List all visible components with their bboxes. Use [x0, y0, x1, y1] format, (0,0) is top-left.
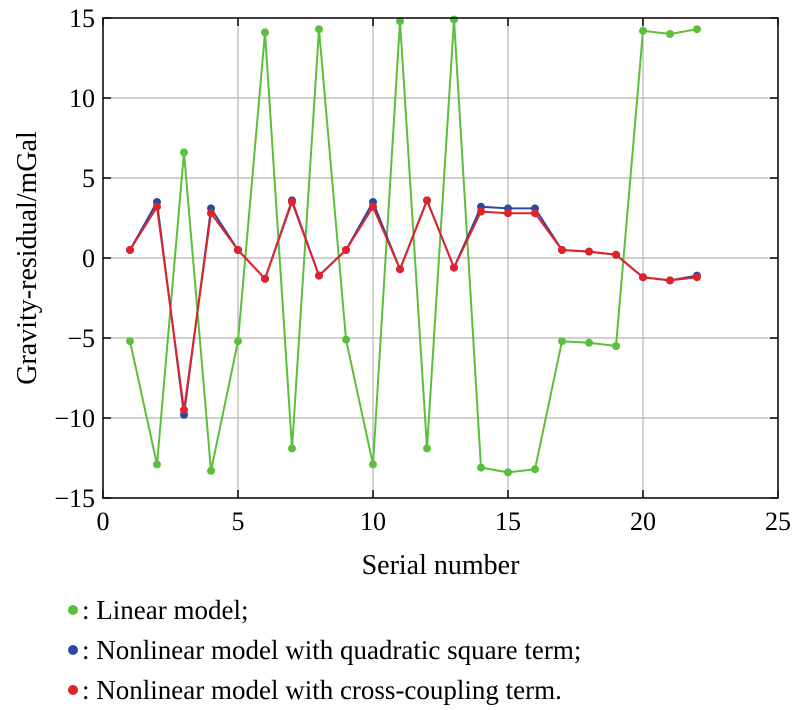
axis-ticks: 0 5 10 15 20 25 15 10 5 0 −5 −10 −15 [54, 4, 791, 536]
series-layer [126, 15, 701, 477]
y-tick-label: 15 [69, 4, 95, 33]
y-tick-label: 0 [82, 244, 95, 273]
data-point-linear [693, 25, 701, 34]
data-point-cross-coupling [531, 209, 539, 218]
data-point-cross-coupling [558, 246, 566, 254]
legend-item-quadratic: : Nonlinear model with quadratic square … [68, 630, 581, 670]
x-axis-label: Serial number [362, 550, 521, 581]
data-point-linear [126, 337, 134, 346]
data-point-linear [450, 15, 458, 24]
data-point-linear [261, 28, 269, 37]
grid-lines [103, 18, 778, 498]
y-axis-label: Gravity-residual/mGal [12, 131, 43, 385]
data-point-linear [180, 148, 188, 157]
data-point-cross-coupling [261, 274, 269, 283]
legend-label-linear: : Linear model; [82, 595, 249, 625]
data-point-cross-coupling [126, 246, 134, 254]
data-point-cross-coupling [477, 207, 485, 216]
data-point-linear [531, 465, 539, 474]
y-tick-label: −5 [67, 324, 95, 353]
legend-marker-linear [68, 605, 78, 615]
x-tick-label: 5 [232, 507, 245, 536]
x-tick-label: 15 [495, 507, 521, 536]
series-cross-coupling [126, 196, 701, 414]
data-point-cross-coupling [153, 202, 161, 211]
data-point-linear [315, 25, 323, 34]
x-tick-label: 0 [97, 507, 110, 536]
data-point-linear [558, 337, 566, 346]
data-point-linear [153, 460, 161, 469]
legend-marker-quadratic [68, 645, 78, 655]
data-point-linear [342, 335, 350, 344]
y-tick-label: −15 [54, 484, 95, 513]
data-point-cross-coupling [288, 198, 296, 206]
data-point-cross-coupling [423, 196, 431, 205]
legend-marker-cross-coupling [68, 685, 78, 695]
data-point-cross-coupling [396, 265, 404, 274]
data-point-linear [207, 466, 215, 475]
legend-label-quadratic: : Nonlinear model with quadratic square … [82, 635, 582, 665]
data-point-linear [369, 460, 377, 469]
series-line-cross-coupling [129, 199, 698, 411]
data-point-cross-coupling [612, 250, 620, 259]
y-tick-label: −10 [54, 404, 95, 433]
x-tick-label: 25 [765, 507, 791, 536]
data-point-linear [612, 342, 620, 350]
data-point-linear [396, 17, 404, 26]
data-point-cross-coupling [693, 273, 701, 282]
data-point-linear [234, 337, 242, 346]
legend-label-cross-coupling: : Nonlinear model with cross-coupling te… [82, 675, 562, 705]
data-point-linear [288, 444, 296, 453]
data-point-cross-coupling [639, 273, 647, 282]
data-point-linear [477, 463, 485, 472]
data-point-cross-coupling [450, 263, 458, 272]
data-point-cross-coupling [207, 209, 215, 218]
data-point-linear [639, 26, 647, 35]
data-point-cross-coupling [342, 246, 350, 254]
legend: : Linear model; : Nonlinear model with q… [68, 590, 581, 710]
legend-item-linear: : Linear model; [68, 590, 581, 630]
data-point-cross-coupling [315, 271, 323, 280]
series-line-linear [129, 18, 698, 474]
y-tick-label: 5 [82, 164, 95, 193]
y-tick-label: 10 [69, 84, 95, 113]
data-point-cross-coupling [666, 276, 674, 285]
data-point-cross-coupling [234, 246, 242, 254]
data-point-linear [666, 30, 674, 38]
series-linear [126, 15, 701, 477]
data-point-cross-coupling [180, 406, 188, 414]
data-point-linear [585, 338, 593, 347]
data-point-linear [423, 444, 431, 453]
data-point-cross-coupling [504, 209, 512, 218]
data-point-cross-coupling [369, 202, 377, 211]
x-tick-label: 20 [630, 507, 656, 536]
data-point-cross-coupling [585, 247, 593, 256]
chart: 0 5 10 15 20 25 15 10 5 0 −5 −10 −15 Serial number G… [12, 4, 791, 581]
x-tick-label: 10 [360, 507, 386, 536]
legend-item-cross-coupling: : Nonlinear model with cross-coupling te… [68, 670, 581, 710]
data-point-linear [504, 468, 512, 477]
